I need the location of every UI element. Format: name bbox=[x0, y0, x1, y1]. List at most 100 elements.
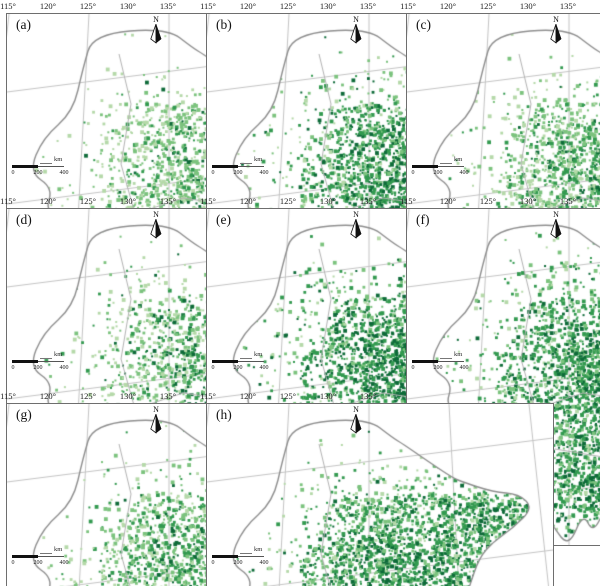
scale-bar-graphic bbox=[412, 165, 464, 168]
north-arrow-icon bbox=[150, 219, 162, 239]
scale-unit-line bbox=[40, 163, 52, 164]
lon-tick-label: 115° bbox=[0, 1, 16, 11]
lon-tick-label: 130° bbox=[119, 196, 137, 206]
scale-bar-thin-segment bbox=[38, 556, 64, 557]
scale-bar-graphic bbox=[212, 165, 264, 168]
scale-tick-label: 0 bbox=[411, 170, 415, 176]
scale-unit: km bbox=[454, 351, 463, 358]
lon-tick-label: 125° bbox=[79, 1, 97, 11]
scale-tick-label: 200 bbox=[233, 170, 243, 176]
scale-unit: km bbox=[54, 351, 63, 358]
lon-tick-label: 115° bbox=[400, 1, 416, 11]
scale-tick-label: 0 bbox=[211, 170, 215, 176]
north-label: N bbox=[553, 15, 559, 24]
lon-tick-label: 120° bbox=[239, 1, 257, 11]
north-arrow-icon bbox=[350, 219, 362, 239]
lon-tick-label: 115° bbox=[200, 196, 216, 206]
scale-unit-line bbox=[440, 163, 452, 164]
suitability-map bbox=[206, 403, 554, 586]
scale-unit: km bbox=[254, 546, 263, 553]
scale-unit-line bbox=[240, 358, 252, 359]
lon-tick-label: 135° bbox=[159, 391, 177, 401]
map-panel-g: 115° 120° 125° 130° 135° 50° 45° 40° (g)… bbox=[0, 390, 354, 586]
scale-bar-thin-segment bbox=[238, 556, 264, 557]
lon-tick-label: 130° bbox=[319, 196, 337, 206]
lon-tick-label: 135° bbox=[559, 1, 577, 11]
north-arrow-icon bbox=[150, 24, 162, 44]
scale-tick-label: 0 bbox=[411, 365, 415, 371]
lon-tick-label: 130° bbox=[319, 1, 337, 11]
scale-tick-label: 400 bbox=[459, 170, 469, 176]
panel-letter: (h) bbox=[216, 407, 232, 422]
panel-letter: (a) bbox=[16, 17, 31, 32]
north-label: N bbox=[353, 210, 359, 219]
panel-letter: (c) bbox=[416, 17, 431, 32]
scale-unit: km bbox=[54, 156, 63, 163]
lon-tick-label: 120° bbox=[239, 196, 257, 206]
lon-tick-label: 115° bbox=[0, 196, 16, 206]
map-panel-c: 115° 120° 125° 130° 135° 50° 45° 40° (c)… bbox=[400, 0, 600, 351]
scale-tick-label: 400 bbox=[59, 170, 69, 176]
lon-tick-label: 135° bbox=[359, 391, 377, 401]
north-arrow: N bbox=[347, 210, 365, 239]
scale-bar-thin-segment bbox=[238, 166, 264, 167]
lon-tick-label: 130° bbox=[319, 391, 337, 401]
scale-bar-thin-segment bbox=[38, 361, 64, 362]
north-arrow-icon bbox=[150, 414, 162, 434]
map-panel-d: 115° 120° 125° 130° 135° 50° 45° 40° (d)… bbox=[0, 195, 354, 546]
map-panel-f: 115° 120° 125° 130° 135° 50° 45° 40° (f)… bbox=[400, 195, 600, 546]
north-arrow-icon bbox=[550, 219, 562, 239]
lon-tick-label: 135° bbox=[359, 196, 377, 206]
scale-bar-solid-segment bbox=[212, 165, 238, 168]
scale-tick-label: 200 bbox=[433, 170, 443, 176]
panel-letter: (f) bbox=[416, 212, 430, 227]
lon-tick-label: 125° bbox=[479, 1, 497, 11]
lon-tick-label: 120° bbox=[39, 391, 57, 401]
panel-letter: (e) bbox=[216, 212, 231, 227]
scale-unit-line bbox=[240, 553, 252, 554]
north-label: N bbox=[153, 15, 159, 24]
scale-bar-solid-segment bbox=[12, 165, 38, 168]
lon-tick-label: 115° bbox=[200, 391, 216, 401]
north-label: N bbox=[553, 210, 559, 219]
scale-tick-label: 200 bbox=[433, 365, 443, 371]
scale-unit-line bbox=[40, 553, 52, 554]
scale-unit: km bbox=[254, 351, 263, 358]
north-arrow: N bbox=[147, 405, 165, 434]
panel-letter: (b) bbox=[216, 17, 232, 32]
lon-tick-label: 115° bbox=[0, 391, 16, 401]
scale-tick-label: 400 bbox=[459, 365, 469, 371]
scale-bar-thin-segment bbox=[38, 166, 64, 167]
lon-tick-label: 130° bbox=[119, 1, 137, 11]
north-arrow-icon bbox=[350, 414, 362, 434]
scale-tick-label: 200 bbox=[33, 170, 43, 176]
scale-tick-label: 0 bbox=[211, 365, 215, 371]
scale-tick-label: 200 bbox=[33, 365, 43, 371]
scale-tick-label: 0 bbox=[211, 560, 215, 566]
scale-bar-graphic bbox=[12, 165, 64, 168]
scale-tick-label: 200 bbox=[233, 560, 243, 566]
scale-bar-solid-segment bbox=[12, 360, 38, 363]
scale-bar-graphic bbox=[212, 555, 264, 558]
lon-tick-label: 135° bbox=[559, 196, 577, 206]
scale-unit: km bbox=[254, 156, 263, 163]
scale-bar-solid-segment bbox=[412, 360, 438, 363]
north-arrow: N bbox=[147, 210, 165, 239]
lon-tick-label: 120° bbox=[439, 196, 457, 206]
lon-tick-label: 120° bbox=[439, 1, 457, 11]
scale-bar-graphic bbox=[412, 360, 464, 363]
lon-tick-label: 125° bbox=[79, 196, 97, 206]
lon-tick-label: 120° bbox=[39, 1, 57, 11]
scale-bar-solid-segment bbox=[212, 555, 238, 558]
scale-tick-label: 400 bbox=[259, 170, 269, 176]
scale-tick-label: 0 bbox=[11, 560, 15, 566]
north-arrow-icon bbox=[350, 24, 362, 44]
lon-tick-label: 125° bbox=[279, 1, 297, 11]
north-arrow-icon bbox=[550, 24, 562, 44]
scale-unit-line bbox=[40, 358, 52, 359]
lon-tick-label: 135° bbox=[359, 1, 377, 11]
scale-bar-thin-segment bbox=[438, 361, 464, 362]
north-arrow: N bbox=[547, 15, 565, 44]
lon-tick-label: 115° bbox=[200, 1, 216, 11]
